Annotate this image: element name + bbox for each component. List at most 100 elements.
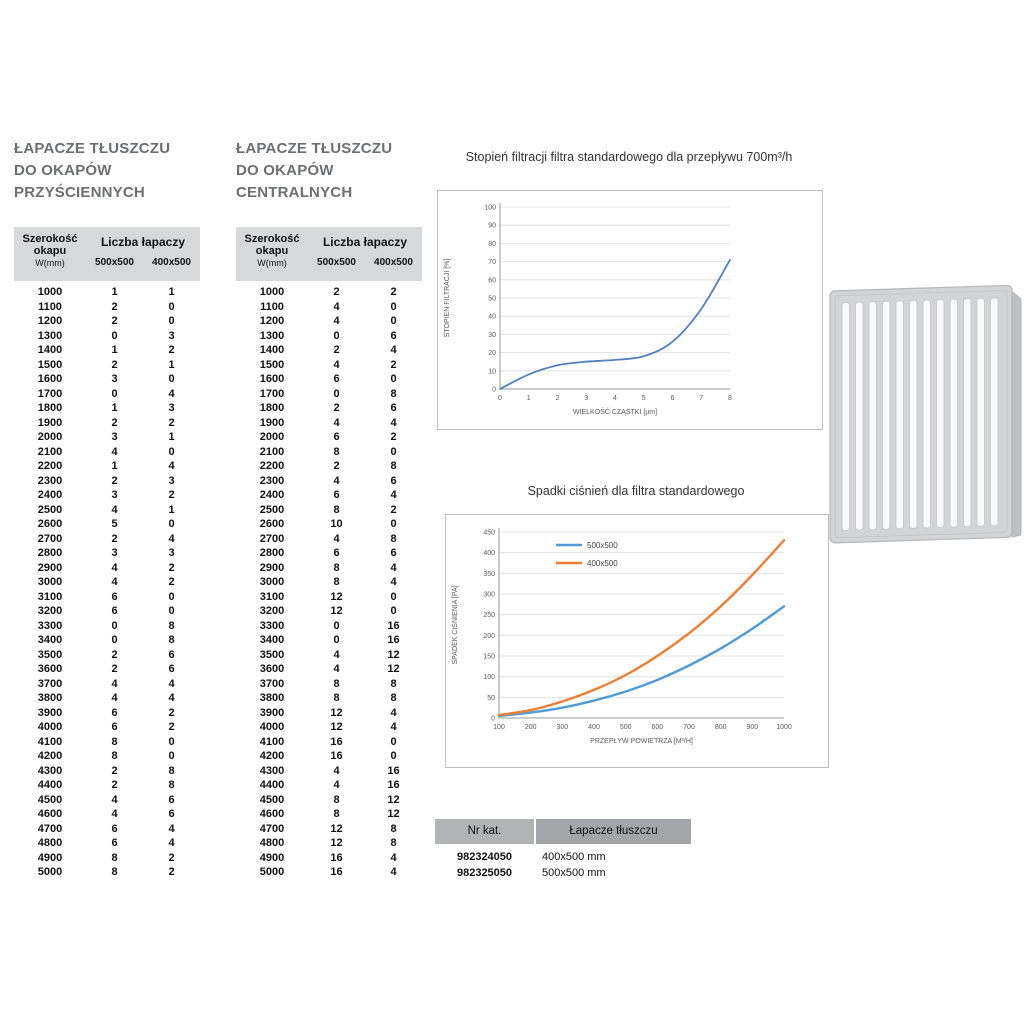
trap-count-cell: 0 [168, 590, 175, 603]
hood-width-cell: 1200 [37, 315, 63, 327]
trap-count-cell: 0 [390, 605, 397, 617]
trap-count-cell: 2 [168, 576, 175, 588]
hood-width-cell: 3800 [37, 692, 63, 704]
trap-count-cell: 0 [333, 329, 340, 342]
table-row: 3600 4 12 [236, 662, 422, 677]
svg-text:6: 6 [671, 395, 675, 402]
hood-width-cell: 3100 [259, 590, 285, 603]
svg-text:2: 2 [556, 395, 560, 402]
table-row: 2900 8 4 [236, 561, 422, 576]
table-row: 3800 4 4 [14, 691, 200, 706]
table-row: 1200 4 0 [236, 314, 422, 329]
trap-count-cell: 4 [333, 532, 340, 545]
svg-text:700: 700 [683, 724, 695, 731]
trap-count-cell: 3 [111, 431, 118, 443]
hood-width-cell: 2000 [259, 431, 285, 443]
trap-count-cell: 8 [111, 851, 118, 864]
svg-text:150: 150 [483, 654, 495, 661]
table-row: 4500 4 6 [14, 793, 200, 808]
table-row: 1100 4 0 [236, 300, 422, 315]
trap-count-cell: 6 [390, 474, 397, 487]
hood-width-cell: 1000 [37, 286, 63, 298]
svg-text:100: 100 [483, 674, 495, 681]
title-line: ŁAPACZE TŁUSZCZU [14, 140, 171, 157]
trap-count-cell: 8 [333, 561, 340, 574]
hood-width-cell: 1500 [37, 358, 63, 371]
svg-text:SPADEK CIŚNIENIA [PA]: SPADEK CIŚNIENIA [PA] [450, 585, 459, 664]
trap-count-cell: 12 [387, 663, 400, 675]
trap-count-cell: 8 [390, 677, 397, 690]
trap-count-cell: 4 [333, 663, 340, 675]
svg-text:5: 5 [642, 395, 646, 402]
table-row: 1900 4 4 [236, 416, 422, 431]
hood-width-cell: 2300 [259, 474, 285, 487]
trap-count-cell: 16 [387, 634, 400, 646]
trap-count-cell: 0 [390, 445, 397, 458]
svg-text:10: 10 [488, 368, 496, 375]
table-row: 3900 6 2 [14, 706, 200, 721]
pressure-chart-svg: 0 50 100 150 200 250 300 350 400 450 100 200 300 400 5… [450, 528, 792, 745]
hood-width-cell: 1800 [37, 402, 63, 414]
width-column-header: Szerokość okapu W(mm) [236, 227, 308, 281]
hood-width-cell: 1400 [259, 344, 285, 356]
trap-count-cell: 4 [333, 474, 340, 487]
filtration-chart-title: Stopień filtracji filtra standardowego d… [465, 150, 793, 164]
trap-count-cell: 4 [168, 692, 175, 704]
table-row: 1800 1 3 [14, 401, 200, 416]
hood-width-cell: 2900 [37, 561, 63, 574]
hood-width-cell: 3000 [259, 576, 285, 588]
svg-text:8: 8 [728, 395, 732, 402]
hood-width-cell: 3400 [259, 634, 285, 646]
table-row: 3400 0 16 [236, 633, 422, 648]
hood-width-cell: 2500 [259, 503, 285, 516]
svg-text:100: 100 [484, 205, 496, 212]
trap-count-cell: 4 [168, 532, 175, 545]
hood-width-cell: 5000 [37, 866, 63, 878]
table-row: 1700 0 4 [14, 387, 200, 402]
table-row: 4900 8 2 [14, 851, 200, 866]
trap-count-cell: 4 [333, 648, 340, 661]
trap-count-cell: 12 [387, 648, 400, 661]
hood-width-cell: 4800 [259, 837, 285, 849]
table-row: 1400 2 4 [236, 343, 422, 358]
table-row: 4200 16 0 [236, 749, 422, 764]
subcol-400x500: 400x500 [152, 257, 191, 268]
trap-count-cell: 6 [390, 329, 397, 342]
table-row: 3100 12 0 [236, 590, 422, 605]
svg-text:800: 800 [715, 724, 727, 731]
table-body: 1000 2 2 1100 4 0 1200 4 0 1300 0 6 1400 2 4 1500 4 2 1600… [236, 285, 422, 880]
sub-columns: 500x500 400x500 [308, 257, 422, 268]
title-line: DO OKAPÓW [14, 162, 112, 179]
hood-width-cell: 4200 [259, 750, 285, 762]
svg-text:0: 0 [498, 395, 502, 402]
trap-count-cell: 4 [333, 315, 340, 327]
catalog-number: 982324050 [456, 851, 513, 863]
table-row: 3500 2 6 [14, 648, 200, 663]
table-row: 1200 2 0 [14, 314, 200, 329]
trap-count-cell: 4 [111, 677, 118, 690]
trap-count-cell: 4 [111, 576, 118, 588]
hood-width-cell: 3700 [37, 677, 63, 690]
hood-width-cell: 2600 [259, 518, 285, 530]
table-row: 4200 8 0 [14, 749, 200, 764]
table-row: 2400 6 4 [236, 488, 422, 503]
table-header: Szerokość okapu W(mm) Liczba łapaczy 500… [14, 227, 200, 281]
sub-columns: 500x500 400x500 [86, 257, 200, 268]
catalog-number: 982325050 [456, 866, 513, 879]
table-row: 2100 8 0 [236, 445, 422, 460]
hood-width-cell: 4900 [259, 851, 285, 864]
catalog-row: 982324050 400x500 mm [435, 850, 691, 866]
trap-count-cell: 1 [111, 286, 118, 298]
trap-count-cell: 0 [390, 750, 397, 762]
trap-count-cell: 3 [111, 373, 118, 385]
svg-text:40: 40 [488, 314, 496, 321]
hood-width-cell: 2500 [37, 503, 63, 516]
hood-width-cell: 1200 [259, 315, 285, 327]
trap-count-cell: 2 [168, 851, 175, 864]
hood-width-cell: 3600 [259, 663, 285, 675]
trap-count-cell: 4 [333, 764, 340, 777]
table-row: 2600 10 0 [236, 517, 422, 532]
table-row: 2900 4 2 [14, 561, 200, 576]
table-row: 3000 4 2 [14, 575, 200, 590]
hood-width-cell: 3600 [37, 663, 63, 675]
